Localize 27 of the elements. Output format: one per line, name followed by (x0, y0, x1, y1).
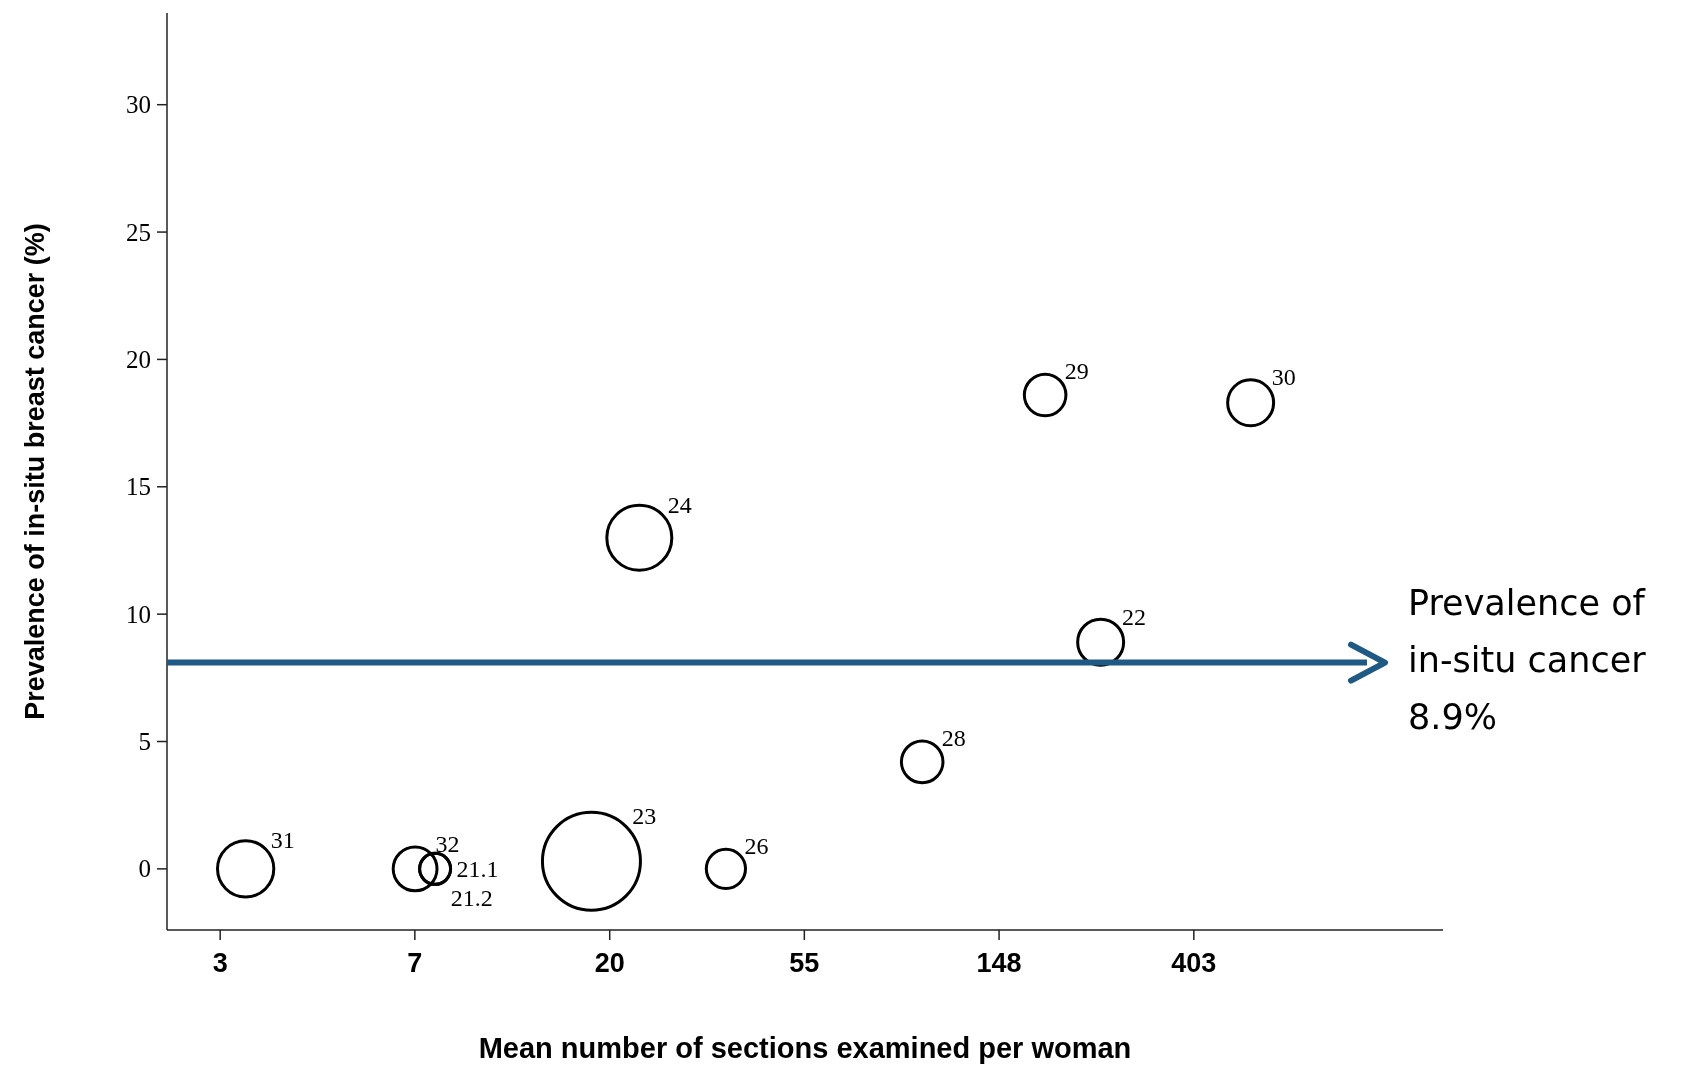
annotation: 32 (435, 831, 460, 858)
y-tick-label: 25 (126, 218, 151, 246)
x-tick-label: 7 (407, 948, 423, 978)
y-tick-label: 10 (126, 600, 151, 628)
y-tick-label: 30 (126, 91, 151, 119)
ref-line-label: Prevalence of in-situ cancer 8.9% (1408, 582, 1647, 737)
y-tick-label: 20 (126, 345, 151, 373)
annotation: 28 (941, 725, 966, 752)
annotation: 26 (744, 833, 769, 860)
y-tick-label: 5 (138, 728, 151, 756)
y-tick-label: 0 (138, 855, 151, 883)
x-tick-label: 55 (789, 948, 820, 978)
annotation: 21.2 (450, 885, 493, 912)
x-tick-label: 20 (594, 948, 625, 978)
annotation: 30 (1271, 364, 1296, 391)
x-axis-title: Mean number of sections examined per woman (478, 1032, 1132, 1064)
x-tick-label: 148 (976, 948, 1022, 978)
annotation: 29 (1064, 358, 1089, 385)
x-tick-label: 3 (212, 948, 228, 978)
annotation: 21.1 (456, 855, 499, 882)
y-axis-title: Prevalence of in-situ breast cancer (%) (20, 223, 50, 720)
annotation: 24 (667, 492, 692, 519)
y-tick-label: 15 (126, 473, 151, 501)
annotation: 23 (632, 803, 657, 830)
x-tick-label: 403 (1171, 948, 1217, 978)
annotation: 31 (270, 826, 295, 853)
annotation: 22 (1121, 603, 1146, 630)
